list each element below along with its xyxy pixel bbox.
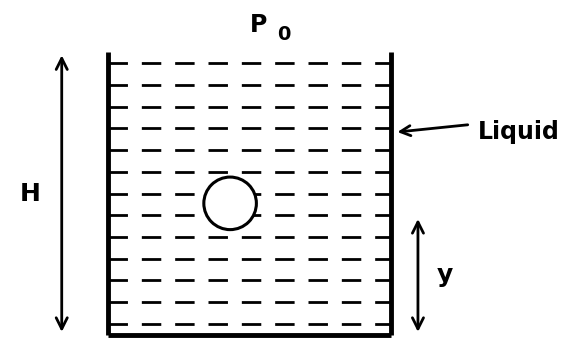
Text: y: y (437, 264, 453, 288)
Ellipse shape (204, 177, 257, 230)
Text: H: H (20, 182, 41, 206)
Text: Liquid: Liquid (478, 120, 560, 144)
Text: P: P (250, 13, 267, 37)
Text: 0: 0 (277, 25, 290, 45)
